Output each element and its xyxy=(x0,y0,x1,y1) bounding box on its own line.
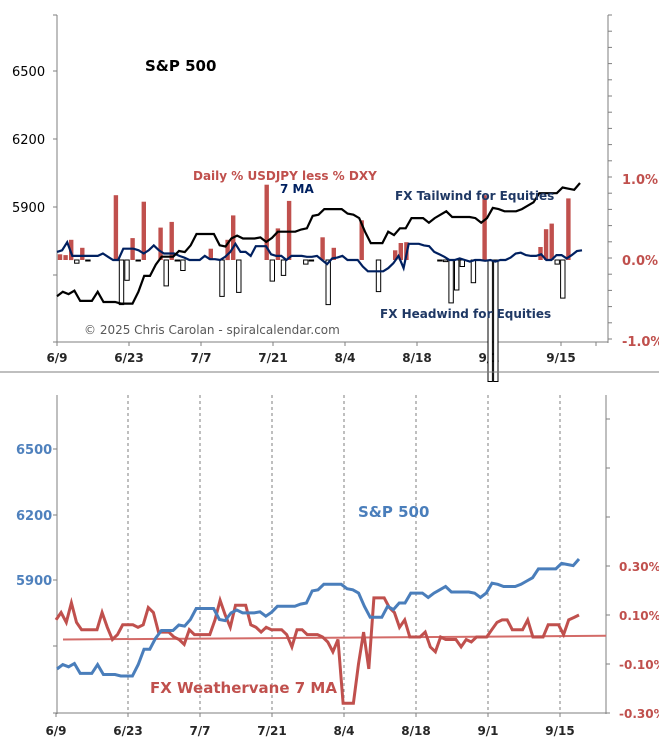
x-tick-label: 7/7 xyxy=(189,724,210,738)
x-tick-label: 9/15 xyxy=(546,351,575,365)
bar-positive xyxy=(63,255,68,260)
left-tick-label: 6200 xyxy=(12,133,45,148)
right-tick-label: 0.0% xyxy=(622,254,658,269)
right-tick-label: -1.0% xyxy=(622,335,659,350)
bar-positive xyxy=(169,221,174,260)
x-tick-label: 8/4 xyxy=(333,724,354,738)
x-tick-label: 6/23 xyxy=(113,724,142,738)
x-tick-label: 7/7 xyxy=(190,351,211,365)
bar-negative xyxy=(280,259,287,276)
bar-positive xyxy=(398,243,403,260)
bar-negative xyxy=(325,259,331,306)
bar-positive xyxy=(141,201,146,260)
headwind-label: FX Headwind for Equities xyxy=(380,307,551,321)
bar-negative xyxy=(74,259,80,264)
x-tick-label: 9/15 xyxy=(545,724,574,738)
sp500-line xyxy=(56,558,581,678)
bar-negative xyxy=(454,259,460,291)
copyright-label: © 2025 Chris Carolan - spiralcalendar.co… xyxy=(84,323,340,337)
bar-positive xyxy=(482,195,487,260)
bar-positive xyxy=(80,247,85,260)
bar-positive xyxy=(566,198,571,260)
sp500-label-bottom: S&P 500 xyxy=(358,503,429,521)
right-tick-label: 0.10% xyxy=(619,609,659,623)
left-tick-label: 5900 xyxy=(16,574,52,589)
bar-negative xyxy=(85,259,91,262)
bar-negative xyxy=(554,259,560,265)
ma-label: 7 MA xyxy=(280,182,314,196)
bar-series-label: Daily % USDJPY less % DXY xyxy=(193,169,377,183)
tailwind-label: FX Tailwind for Equities xyxy=(395,189,554,203)
bar-negative xyxy=(459,259,466,267)
x-tick-label: 9/1 xyxy=(477,724,498,738)
bar-negative xyxy=(375,259,382,293)
bar-negative xyxy=(560,259,566,299)
bar-positive xyxy=(208,248,213,260)
bar-negative xyxy=(448,259,454,304)
left-tick-label: 6500 xyxy=(16,443,52,458)
bottom-panel: 6500 6200 5900 0.30% 0.10% -0.10% -0.30% 6/9 6… xyxy=(16,395,659,738)
bar-negative xyxy=(163,259,169,287)
bar-positive xyxy=(549,223,554,260)
bar-positive xyxy=(393,250,398,260)
right-tick-label: 1.0% xyxy=(622,173,658,188)
left-tick-label: 5900 xyxy=(12,201,45,216)
x-tick-label: 8/4 xyxy=(334,351,355,365)
left-tick-label: 6200 xyxy=(16,509,52,524)
bar-positive xyxy=(225,239,230,261)
x-tick-label: 6/23 xyxy=(114,351,143,365)
ma-line xyxy=(56,239,583,273)
x-tick-label: 8/18 xyxy=(401,724,430,738)
bar-negative xyxy=(124,259,130,281)
sp500-line xyxy=(56,182,581,305)
bar-positive xyxy=(275,228,281,260)
x-tick-label: 7/21 xyxy=(257,724,286,738)
right-tick-label: 0.30% xyxy=(619,560,659,574)
x-tick-label: 6/9 xyxy=(46,351,67,365)
right-tick-label: -0.30% xyxy=(619,707,659,721)
bar-positive xyxy=(331,247,336,260)
top-panel: 6500 6200 5900 1.0% 0.0% -1.0% 6/9 6/23 7/7 7/2… xyxy=(12,14,659,382)
bar-negative xyxy=(308,259,315,262)
bar-negative xyxy=(174,259,181,262)
bar-negative xyxy=(219,259,225,297)
bar-negative xyxy=(180,259,186,271)
sp500-label: S&P 500 xyxy=(145,57,216,75)
bar-positive xyxy=(113,195,119,260)
bar-positive xyxy=(543,229,549,260)
bar-negative xyxy=(303,259,309,265)
bar-negative xyxy=(269,259,276,282)
bar-positive xyxy=(158,227,163,260)
bar-positive xyxy=(57,254,63,260)
bar-negative xyxy=(437,259,443,262)
weathervane-label: FX Weathervane 7 MA xyxy=(150,679,337,697)
bar-negative xyxy=(236,259,242,293)
x-tick-label: 7/21 xyxy=(258,351,287,365)
trend-line xyxy=(62,634,607,641)
bar-positive xyxy=(320,237,325,260)
right-tick-label: -0.10% xyxy=(619,658,659,672)
bar-negative xyxy=(493,259,499,382)
bar-negative xyxy=(442,259,449,263)
left-tick-label: 6500 xyxy=(12,65,45,80)
bar-negative xyxy=(470,259,477,284)
bar-negative xyxy=(135,259,141,262)
bar-positive xyxy=(359,220,364,260)
bar-positive xyxy=(264,184,269,260)
bar-positive xyxy=(286,200,292,260)
weathervane-line xyxy=(54,595,580,705)
x-tick-label: 6/9 xyxy=(45,724,66,738)
x-tick-label: 8/18 xyxy=(402,351,431,365)
bar-negative xyxy=(118,259,125,306)
